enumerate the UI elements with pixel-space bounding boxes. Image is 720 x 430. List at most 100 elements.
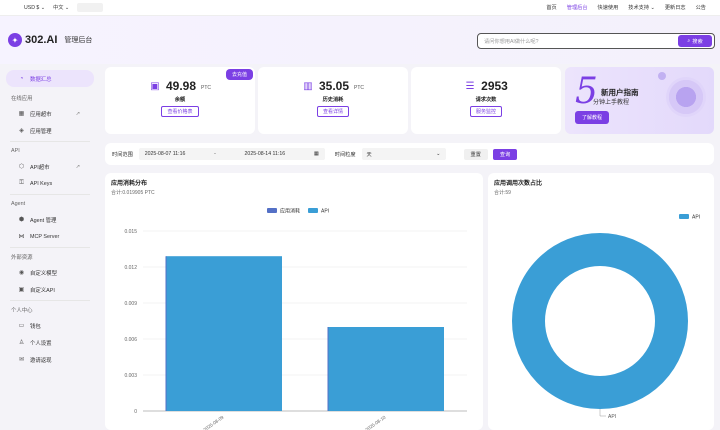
- sidebar: ◔ 数据汇总 在线应用 ▦ 应用超市 ↗ ◈ 应用管理 API ⬡ API超市 ↗ ⚿ API…: [0, 64, 100, 430]
- currency-select[interactable]: USD $ ⌄: [24, 4, 46, 11]
- guide-subtitle: 分钟上手教程: [593, 100, 630, 106]
- nav-changelog[interactable]: 更新日志: [664, 5, 686, 11]
- details-button[interactable]: 查看详情: [316, 106, 349, 117]
- divider: [10, 247, 90, 248]
- legend-label: API: [321, 209, 329, 215]
- sidebar-item-custom-model[interactable]: ◉ 自定义模型: [18, 270, 57, 277]
- external-link-icon: ↗: [75, 163, 80, 170]
- blank-placeholder: [77, 3, 104, 12]
- sidebar-item-custom-api[interactable]: ▣ 自定义API: [18, 287, 55, 294]
- price-list-button[interactable]: 查看价格表: [161, 106, 199, 117]
- header-subtitle: 管理后台: [64, 37, 93, 44]
- legend-swatch: [308, 208, 318, 213]
- grid-icon: ▦: [18, 111, 25, 117]
- sidebar-item-mcp-server[interactable]: ⋈ MCP Server: [18, 233, 60, 241]
- slice-label: API: [608, 414, 616, 420]
- requests-value: 2953: [481, 79, 508, 93]
- bar-chart: 0 0.003 0.006 0.009 0.012 0.015 应用消耗 API 2025-08…: [124, 208, 467, 430]
- server-icon: ⋈: [18, 234, 25, 240]
- sidebar-item-dashboard[interactable]: ◔ 数据汇总: [6, 70, 94, 87]
- sidebar-item-api-keys[interactable]: ⚿ API Keys: [19, 180, 53, 187]
- balance-label: 余额: [174, 97, 186, 103]
- sidebar-item-invite[interactable]: ✉ 邀请返现: [18, 357, 52, 364]
- bar-chart-icon: ▥: [303, 80, 313, 92]
- layers-icon: ◈: [19, 128, 24, 134]
- wallet-icon: ▭: [18, 323, 25, 329]
- y-tick-label: 0.009: [124, 301, 137, 307]
- bar-chart-card: 应用消耗分布 合计:0.019905 PTC 0 0.003 0.006 0.009 0…: [105, 173, 483, 430]
- brand-name: 302.AI: [25, 34, 58, 46]
- sidebar-item-agent-manage[interactable]: ⬢ Agent 管理: [18, 217, 57, 224]
- balance-unit: PTC: [201, 84, 212, 91]
- search-icon: ⌕: [687, 37, 691, 44]
- range-separator: -: [214, 151, 216, 157]
- nav-quickstart[interactable]: 快速使用: [597, 5, 619, 11]
- search-button[interactable]: ⌕ 搜索: [678, 35, 712, 47]
- model-icon: ◉: [18, 270, 25, 276]
- new-user-guide-banner[interactable]: 5 新用户指南 分钟上手教程 了解教程: [565, 67, 714, 134]
- nav-support[interactable]: 技术支持 ⌄: [628, 5, 655, 11]
- nav-announcement[interactable]: 公告: [695, 5, 706, 11]
- divider: [10, 300, 90, 301]
- sidebar-item-app-store[interactable]: ▦ 应用超市 ↗: [18, 110, 80, 118]
- filter-bar: 时间范围 2025-08-07 11:16 - 2025-08-14 11:16…: [105, 143, 714, 165]
- x-tick-label: 2025-08-09: [202, 414, 224, 430]
- granularity-select[interactable]: 天 ⌄: [361, 148, 446, 160]
- history-unit: PTC: [354, 84, 365, 91]
- bar-chart-title: 应用消耗分布: [111, 181, 148, 187]
- x-tick-label: 2025-08-10: [364, 414, 386, 430]
- key-icon: ⚿: [19, 180, 24, 186]
- stat-card-requests: ☰ 2953 请求次数 服务监控: [411, 67, 561, 134]
- section-personal: 个人中心: [11, 308, 33, 314]
- sidebar-item-wallet[interactable]: ▭ 钱包: [18, 323, 41, 330]
- bar-chart-total: 合计:0.019905 PTC: [111, 190, 155, 196]
- list-icon: ☰: [465, 80, 475, 92]
- api-icon: ▣: [18, 287, 25, 293]
- bar: [166, 256, 282, 411]
- guide-title: 新用户指南: [601, 88, 639, 97]
- range-label: 时间范围: [112, 151, 133, 158]
- guide-button[interactable]: 了解教程: [575, 111, 610, 124]
- reset-button[interactable]: 重置: [463, 148, 488, 160]
- date-range-picker[interactable]: 2025-08-07 11:16 - 2025-08-14 11:16 ▦: [138, 148, 325, 160]
- end-date[interactable]: 2025-08-14 11:16: [244, 151, 286, 157]
- bar: [328, 327, 444, 411]
- service-monitor-button[interactable]: 服务监控: [469, 106, 502, 117]
- logo[interactable]: ✦ 302.AI 管理后台: [0, 33, 92, 47]
- section-api: API: [11, 148, 20, 154]
- label-leader: [599, 409, 606, 417]
- sidebar-item-app-manage[interactable]: ◈ 应用管理: [19, 128, 52, 135]
- history-value: 35.05: [318, 79, 350, 93]
- y-tick-label: 0: [134, 409, 137, 415]
- divider: [10, 141, 90, 142]
- section-online-apps: 在线应用: [11, 96, 33, 102]
- wallet-icon: ▣: [150, 80, 160, 92]
- chevron-down-icon: ⌄: [436, 151, 441, 157]
- search-input[interactable]: 请问你想用AI做什么呢?: [484, 38, 539, 45]
- nav-home[interactable]: 首页: [546, 5, 557, 11]
- sidebar-item-api-store[interactable]: ⬡ API超市 ↗: [18, 163, 80, 171]
- query-button[interactable]: 查询: [492, 148, 518, 160]
- y-tick-label: 0.015: [124, 229, 137, 235]
- section-agent: Agent: [11, 201, 26, 207]
- legend-swatch: [679, 214, 689, 219]
- search-bar: 请问你想用AI做什么呢? ⌕ 搜索: [477, 33, 715, 49]
- start-date[interactable]: 2025-08-07 11:16: [144, 151, 186, 157]
- pie-chart-total: 合计:59: [494, 190, 511, 196]
- pie-chart-card: 应用调用次数占比 合计:59 API API: [488, 173, 714, 430]
- nav-admin[interactable]: 管理后台: [566, 5, 588, 11]
- decorative-circle: [666, 77, 706, 117]
- y-tick-label: 0.003: [124, 373, 137, 379]
- history-label: 历史消耗: [322, 97, 344, 103]
- header: ✦ 302.AI 管理后台 请问你想用AI做什么呢? ⌕ 搜索: [0, 16, 720, 64]
- stat-card-history: ▥ 35.05 PTC 历史消耗 查看详情: [258, 67, 408, 134]
- agent-icon: ⬢: [18, 217, 25, 223]
- external-link-icon: ↗: [75, 110, 80, 117]
- legend-swatch: [267, 208, 277, 213]
- legend-label: API: [692, 215, 700, 221]
- language-select[interactable]: 中文 ⌄: [53, 5, 70, 11]
- sidebar-item-profile[interactable]: ♙ 个人设置: [18, 340, 52, 347]
- requests-label: 请求次数: [475, 97, 497, 103]
- recharge-button[interactable]: 去充值: [225, 69, 253, 80]
- invite-icon: ✉: [18, 357, 25, 363]
